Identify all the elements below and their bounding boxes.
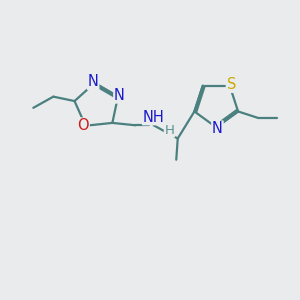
Text: S: S <box>226 77 236 92</box>
Text: O: O <box>77 118 89 133</box>
Text: H: H <box>165 124 174 137</box>
Text: N: N <box>114 88 125 103</box>
Text: NH: NH <box>143 110 164 124</box>
Text: N: N <box>212 121 223 136</box>
Text: N: N <box>88 74 99 89</box>
